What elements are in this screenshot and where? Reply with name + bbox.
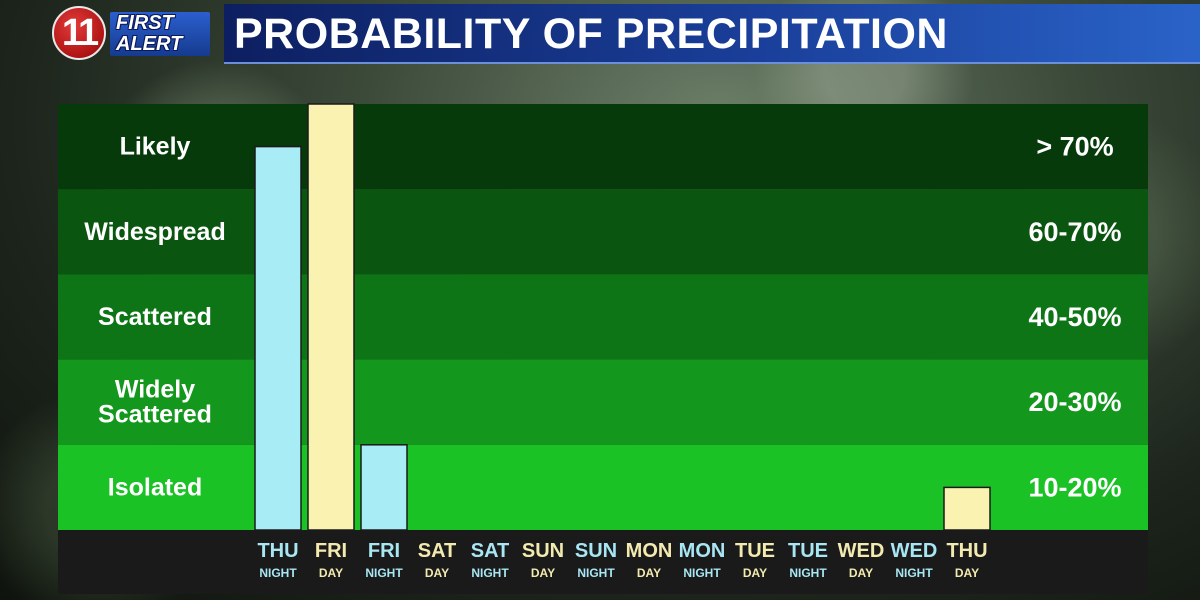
- band-range-label: 40-50%: [1028, 302, 1121, 332]
- x-tick-day-label: TUE: [788, 540, 828, 562]
- page-title: PROBABILITY OF PRECIPITATION: [234, 10, 948, 58]
- x-tick-period-label: DAY: [743, 566, 767, 580]
- x-tick-day-label: SUN: [522, 540, 564, 562]
- x-tick-period-label: DAY: [637, 566, 661, 580]
- band-0: [58, 104, 1148, 190]
- logo-alert-text: ALERT: [116, 33, 183, 55]
- x-tick-period-label: DAY: [849, 566, 873, 580]
- band-range-label: > 70%: [1036, 132, 1113, 162]
- band-1: [58, 189, 1148, 275]
- bar-thu-day: [943, 486, 991, 531]
- x-tick-day-label: SAT: [471, 540, 510, 562]
- band-label: Likely: [120, 133, 191, 161]
- x-tick-day-label: SUN: [575, 540, 617, 562]
- x-tick-day-label: TUE: [735, 540, 775, 562]
- logo-first-text: FIRST: [116, 12, 174, 34]
- x-tick-period-label: DAY: [531, 566, 555, 580]
- band-range-label: 10-20%: [1028, 472, 1121, 502]
- band-label: Isolated: [108, 473, 202, 501]
- x-tick-day-label: THU: [257, 540, 298, 562]
- x-tick-day-label: WED: [891, 540, 938, 562]
- x-tick-period-label: NIGHT: [365, 566, 403, 580]
- band-2: [58, 274, 1148, 360]
- x-axis-panel: [58, 530, 1148, 594]
- x-tick-period-label: NIGHT: [259, 566, 297, 580]
- x-tick-period-label: NIGHT: [789, 566, 827, 580]
- x-tick-period-label: DAY: [425, 566, 449, 580]
- band-3: [58, 359, 1148, 445]
- x-tick-day-label: MON: [679, 540, 726, 562]
- logo-wordmark: FIRST ALERT: [110, 12, 210, 56]
- x-tick-day-label: WED: [838, 540, 885, 562]
- x-tick-day-label: FRI: [368, 540, 400, 562]
- x-tick-period-label: NIGHT: [895, 566, 933, 580]
- x-tick-period-label: DAY: [955, 566, 979, 580]
- first-alert-logo: 11 FIRST ALERT: [52, 6, 212, 62]
- bar-thu-night: [254, 145, 302, 531]
- band-range-label: 20-30%: [1028, 387, 1121, 417]
- band-range-label: 60-70%: [1028, 217, 1121, 247]
- x-tick-day-label: MON: [626, 540, 673, 562]
- x-tick-period-label: NIGHT: [683, 566, 721, 580]
- logo-badge: [52, 6, 106, 60]
- x-tick-day-label: SAT: [418, 540, 457, 562]
- x-tick-period-label: NIGHT: [577, 566, 615, 580]
- x-tick-day-label: THU: [946, 540, 987, 562]
- logo-channel-number: 11: [61, 12, 99, 54]
- band-label: Widely: [115, 376, 195, 404]
- x-tick-period-label: NIGHT: [471, 566, 509, 580]
- band-label: Scattered: [98, 303, 212, 331]
- band-label: Scattered: [98, 401, 212, 429]
- x-tick-period-label: DAY: [319, 566, 343, 580]
- x-tick-day-label: FRI: [315, 540, 347, 562]
- bar-fri-night: [360, 444, 408, 531]
- band-label: Widespread: [84, 218, 225, 246]
- title-banner: PROBABILITY OF PRECIPITATION: [224, 4, 1200, 64]
- bar-fri-day: [307, 103, 355, 531]
